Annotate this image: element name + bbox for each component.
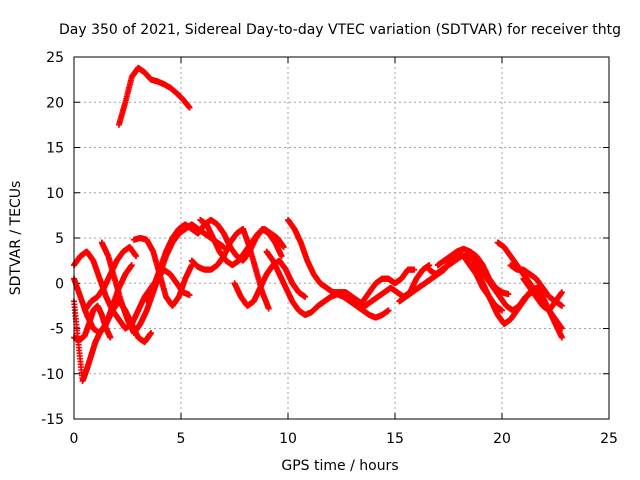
series-arc-10	[188, 225, 272, 312]
series-arc-1	[115, 64, 193, 128]
chart-title: Day 350 of 2021, Sidereal Day-to-day VTE…	[59, 22, 621, 38]
x-tick-label: 5	[177, 431, 186, 447]
x-tick-label: 0	[70, 431, 79, 447]
x-tick-label: 20	[493, 431, 511, 447]
data-points	[71, 64, 565, 384]
y-tick-label: 10	[46, 186, 64, 202]
x-axis-label: GPS time / hours	[281, 458, 398, 474]
y-axis-label: SDTVAR / TECUs	[8, 181, 24, 296]
series-arc-5	[71, 302, 114, 343]
series-arc-13	[263, 248, 392, 321]
data-point	[302, 293, 309, 300]
data-point	[148, 330, 155, 337]
series-arc-15	[359, 266, 418, 305]
series-arc-8	[130, 235, 195, 309]
data-point	[385, 307, 392, 314]
y-tick-label: -15	[41, 412, 64, 428]
data-point	[186, 104, 193, 111]
y-tick-label: 15	[46, 141, 64, 157]
data-point	[128, 262, 135, 269]
y-tick-label: 5	[55, 231, 64, 247]
data-point	[107, 334, 114, 341]
y-tick-label: -10	[41, 367, 64, 383]
data-point	[186, 292, 193, 299]
data-point	[278, 253, 285, 260]
y-tick-label: 20	[46, 95, 64, 111]
data-point	[280, 244, 287, 251]
data-point	[505, 291, 512, 298]
x-tick-label: 10	[279, 431, 297, 447]
y-tick-label: -5	[50, 322, 64, 338]
tick-labels: 0 5 10 15 20 25 -15 -10 -5 0 5 10 15 20 25	[41, 50, 618, 447]
y-tick-label: 0	[55, 276, 64, 292]
series-arc-18	[434, 245, 512, 298]
grid	[73, 56, 610, 420]
series-arc-11	[197, 216, 287, 269]
y-tick-label: 25	[46, 50, 64, 66]
data-point	[499, 307, 505, 314]
data-point	[133, 253, 140, 260]
data-point	[411, 266, 418, 273]
data-point	[265, 305, 272, 312]
x-tick-label: 25	[600, 431, 618, 447]
series-arc-6	[81, 244, 140, 314]
x-tick-label: 15	[386, 431, 404, 447]
